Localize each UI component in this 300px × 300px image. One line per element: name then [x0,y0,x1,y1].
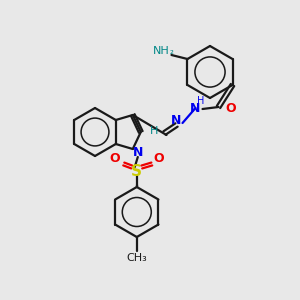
Text: CH₃: CH₃ [126,253,147,263]
Text: O: O [225,103,236,116]
Text: S: S [131,164,142,178]
Text: N: N [133,146,143,160]
Text: ₂: ₂ [169,46,173,56]
Text: N: N [190,101,201,115]
Text: NH: NH [153,46,170,56]
Text: N: N [171,115,182,128]
Text: O: O [154,152,164,164]
Text: H: H [150,126,159,136]
Text: O: O [110,152,120,164]
Text: H: H [197,96,204,106]
